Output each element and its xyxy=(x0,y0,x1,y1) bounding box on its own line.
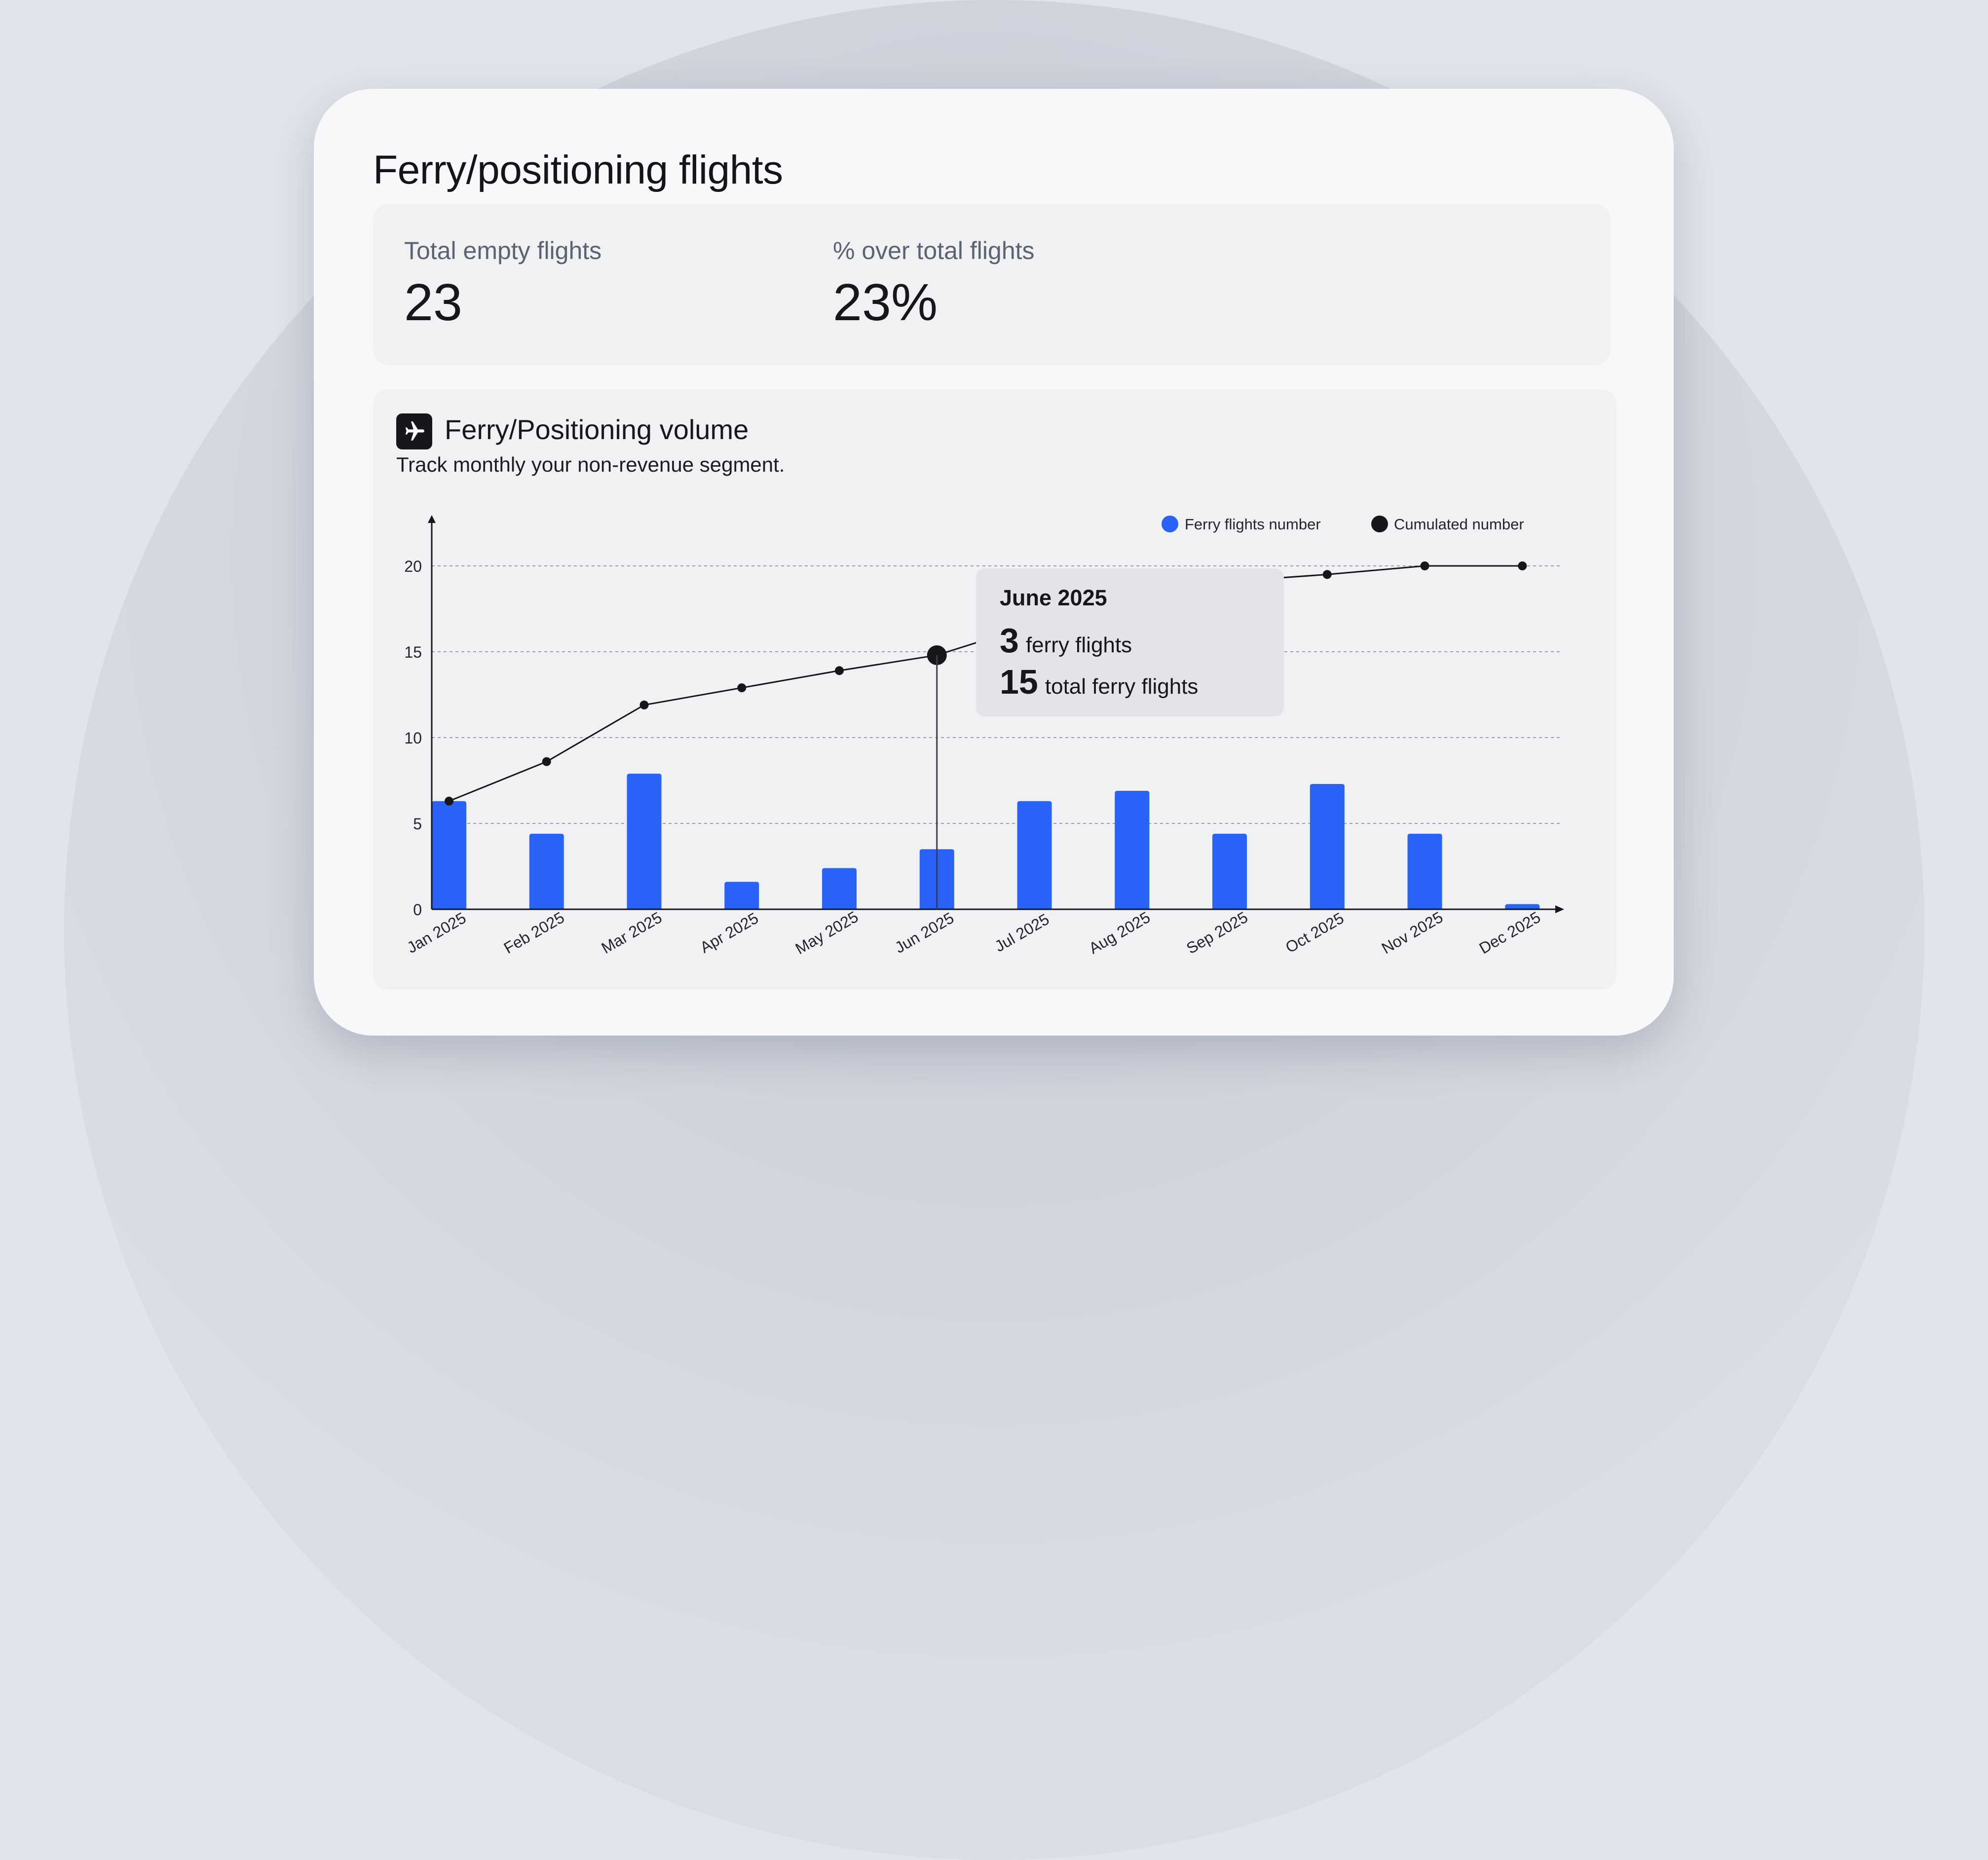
tooltip-title: June 2025 xyxy=(1000,585,1107,610)
x-tick-label: Feb 2025 xyxy=(501,908,567,957)
bar-ferry-flights xyxy=(1505,904,1540,909)
cumulated-point xyxy=(1518,561,1527,570)
tooltip-ferry-row: 3 ferry flights xyxy=(1000,621,1132,660)
bar-ferry-flights xyxy=(724,882,759,909)
y-axis-arrow xyxy=(428,515,436,523)
x-tick-label: Sep 2025 xyxy=(1183,908,1251,958)
y-tick-label: 10 xyxy=(404,729,422,747)
bar-ferry-flights xyxy=(1407,833,1442,909)
bar-ferry-flights xyxy=(822,868,857,909)
tooltip-ferry-value: 3 xyxy=(1000,621,1019,660)
cumulated-point xyxy=(835,666,844,675)
legend-ferry-label: Ferry flights number xyxy=(1185,516,1321,533)
bar-ferry-flights xyxy=(1310,783,1345,909)
kpi-value: 23 xyxy=(404,273,462,332)
bar-ferry-flights xyxy=(1115,790,1150,909)
kpi-label: Total empty flights xyxy=(404,237,602,264)
tooltip-total-value: 15 xyxy=(1000,663,1038,701)
x-tick-label: Oct 2025 xyxy=(1282,909,1347,956)
kpi-panel: Total empty flights 23 % over total flig… xyxy=(373,204,1611,365)
x-tick-label: Jun 2025 xyxy=(892,909,957,957)
airplane-icon xyxy=(396,413,432,449)
bar-ferry-flights xyxy=(1212,833,1247,909)
cumulated-point xyxy=(445,796,453,806)
tooltip-total-label: total ferry flights xyxy=(1045,674,1199,699)
x-tick-label: May 2025 xyxy=(792,908,862,958)
page-title: Ferry/positioning flights xyxy=(373,148,783,192)
tooltip-ferry-label: ferry flights xyxy=(1025,633,1132,657)
x-tick-label: Apr 2025 xyxy=(697,909,761,956)
cumulated-point xyxy=(639,700,649,709)
kpi-value: 23% xyxy=(833,273,938,332)
x-axis-arrow xyxy=(1555,905,1564,913)
y-tick-label: 15 xyxy=(404,643,422,661)
y-tick-label: 20 xyxy=(404,558,422,575)
bar-ferry-flights xyxy=(432,801,466,909)
legend-cumulated-label: Cumulated number xyxy=(1394,516,1524,533)
kpi-label: % over total flights xyxy=(833,237,1035,264)
tooltip-total-row: 15 total ferry flights xyxy=(1000,662,1198,702)
legend-ferry-swatch xyxy=(1162,516,1178,532)
legend-cumulated-swatch xyxy=(1371,516,1388,532)
cumulated-point xyxy=(1322,570,1332,579)
x-tick-label: Dec 2025 xyxy=(1476,908,1543,958)
cumulated-point xyxy=(737,683,747,693)
chart-subtitle: Track monthly your non-revenue segment. xyxy=(396,453,785,476)
cumulated-point xyxy=(1420,561,1429,570)
cumulated-point xyxy=(542,757,551,766)
y-tick-label: 5 xyxy=(413,815,422,833)
x-tick-label: Aug 2025 xyxy=(1086,908,1153,958)
x-tick-label: Mar 2025 xyxy=(598,908,665,957)
y-tick-label: 0 xyxy=(413,901,422,919)
x-tick-label: Nov 2025 xyxy=(1379,908,1446,958)
dashboard-card: Ferry/positioning flights Total empty fl… xyxy=(314,89,1674,1036)
x-tick-label: Jul 2025 xyxy=(992,910,1052,956)
chart-title: Ferry/Positioning volume xyxy=(445,414,749,445)
bar-ferry-flights xyxy=(1017,801,1052,909)
bar-ferry-flights xyxy=(627,774,662,909)
bar-ferry-flights xyxy=(529,833,564,909)
chart-tooltip: June 2025 3 ferry flights 15 total ferry f… xyxy=(976,568,1284,716)
